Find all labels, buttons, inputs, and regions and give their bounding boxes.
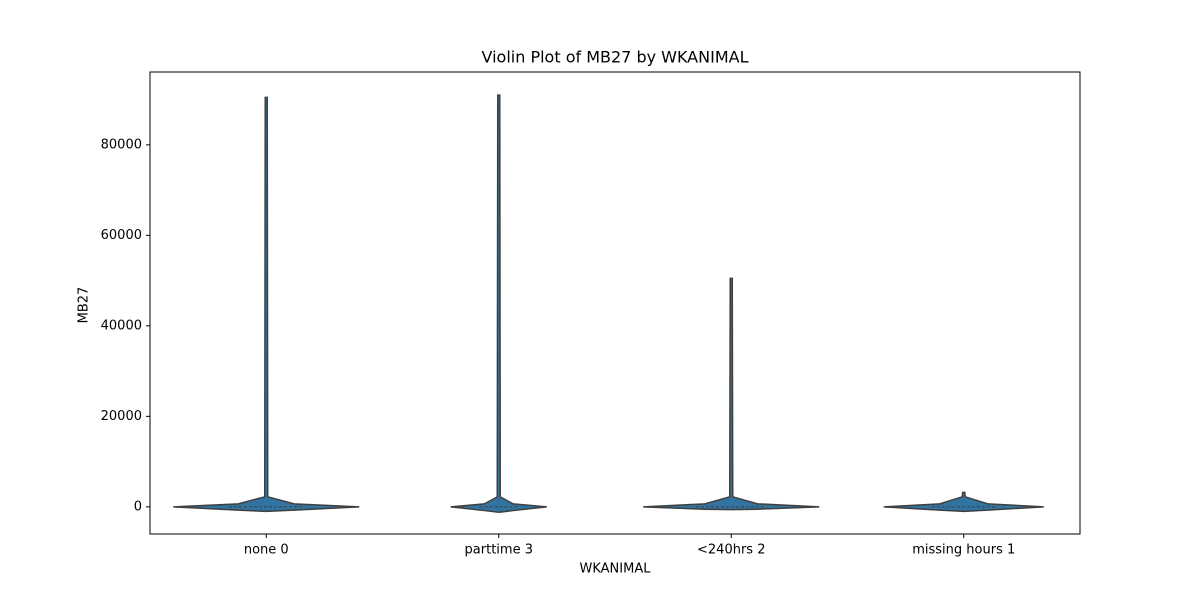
- y-axis-label: MB27: [77, 287, 92, 324]
- plot-frame: [149, 71, 1081, 535]
- y-tick-label: 20000: [101, 409, 142, 424]
- x-tick-label: parttime 3: [465, 543, 533, 558]
- y-tick-label: 0: [134, 499, 142, 514]
- violin: [643, 277, 820, 511]
- y-tick-label: 40000: [101, 318, 142, 333]
- chart-title: Violin Plot of MB27 by WKANIMAL: [482, 48, 749, 67]
- violin: [173, 96, 360, 513]
- violin: [450, 94, 547, 514]
- violin: [883, 491, 1044, 513]
- x-tick-label: <240hrs 2: [697, 543, 765, 558]
- x-axis-label: WKANIMAL: [580, 562, 652, 577]
- y-tick-label: 60000: [101, 228, 142, 243]
- x-tick-label: none 0: [244, 543, 289, 558]
- x-tick-label: missing hours 1: [912, 543, 1015, 558]
- y-tick-label: 80000: [101, 137, 142, 152]
